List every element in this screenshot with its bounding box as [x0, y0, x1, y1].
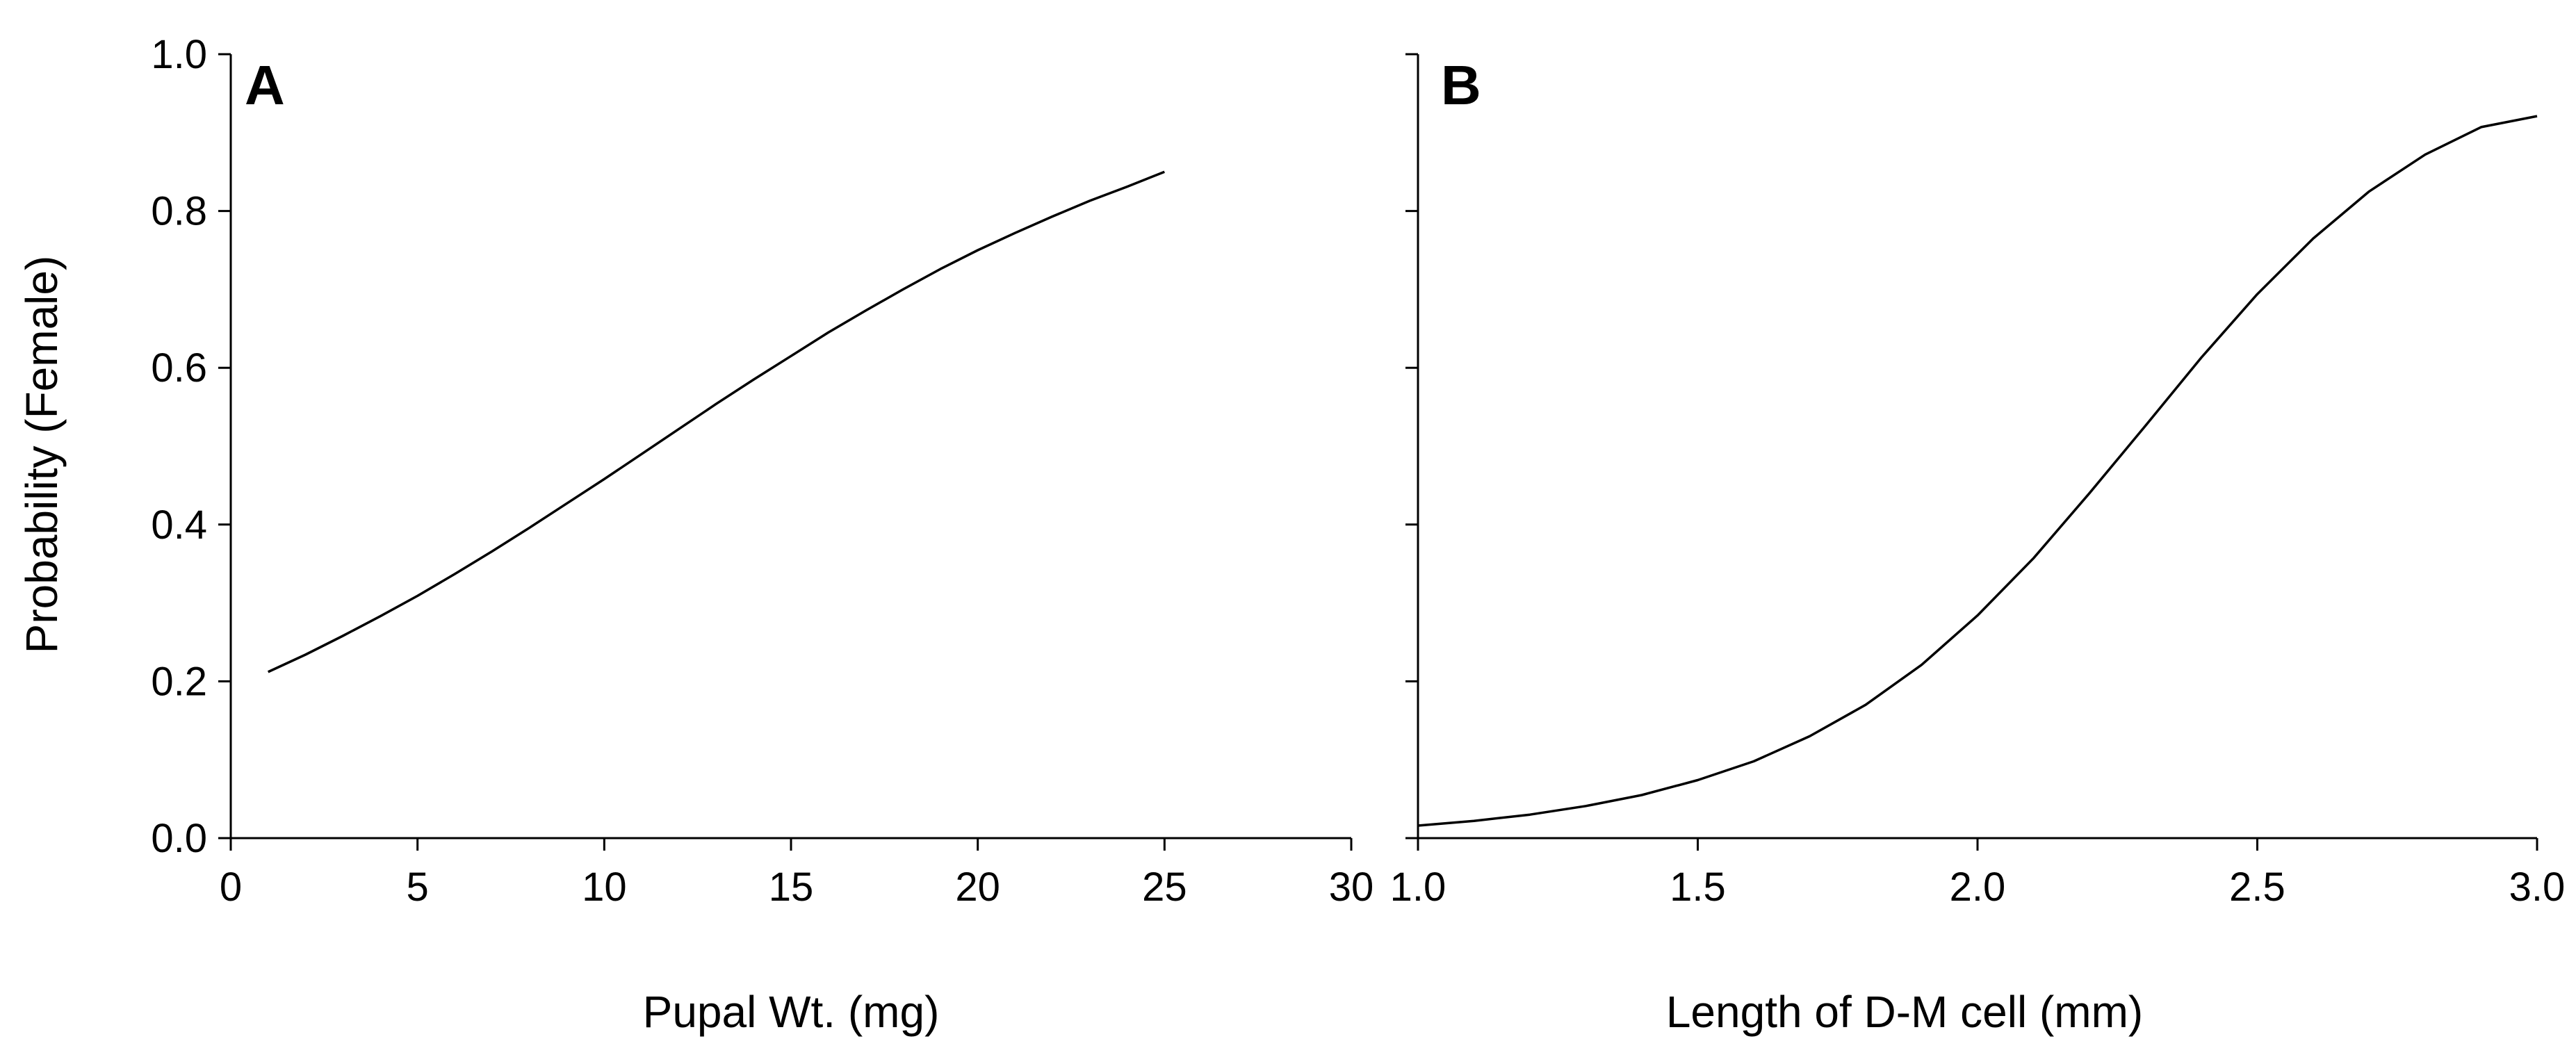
- panel-a-x-tick-label: 0: [220, 865, 242, 910]
- panel-b: B Length of D-M cell (mm) 1.0 1.5 2.0 2.5 3.…: [1390, 53, 2566, 1037]
- panel-a-y-tick-label: 0.4: [151, 502, 207, 548]
- panel-b-x-tick-label: 2.5: [2229, 865, 2285, 910]
- panel-a-x-tick-label: 25: [1142, 865, 1187, 910]
- panel-a-x-tick-label: 20: [955, 865, 1000, 910]
- panel-a-x-tick-label: 5: [407, 865, 429, 910]
- panel-b-x-axis-title: Length of D-M cell (mm): [1666, 987, 2143, 1037]
- panel-a: A Pupal Wt. (mg) Probability (Female) 0 5…: [17, 32, 1373, 1037]
- panel-b-x-tick-label: 1.0: [1390, 865, 1446, 910]
- panel-b-label: B: [1441, 54, 1481, 116]
- panel-b-x-tick-label: 3.0: [2509, 865, 2566, 910]
- panel-a-x-tick-label: 15: [769, 865, 814, 910]
- panel-a-y-tick-label: 1.0: [151, 32, 207, 77]
- panel-b-probability-curve: [1417, 115, 2538, 827]
- panel-a-x-axis-title: Pupal Wt. (mg): [643, 987, 940, 1037]
- panel-a-probability-curve: [267, 170, 1165, 673]
- panel-a-x-tick-label: 30: [1329, 865, 1374, 910]
- panel-a-y-axis-title: Probability (Female): [17, 256, 67, 654]
- panel-a-y-tick-label: 0.8: [151, 189, 207, 234]
- panel-a-label: A: [245, 54, 285, 116]
- panel-b-x-tick-label: 1.5: [1670, 865, 1726, 910]
- panel-a-y-tick-label: 0.2: [151, 659, 207, 704]
- panel-a-y-tick-label: 0.6: [151, 345, 207, 391]
- panel-a-y-tick-label: 0.0: [151, 816, 207, 861]
- panel-a-x-tick-label: 10: [582, 865, 627, 910]
- panel-b-x-tick-label: 2.0: [1950, 865, 2006, 910]
